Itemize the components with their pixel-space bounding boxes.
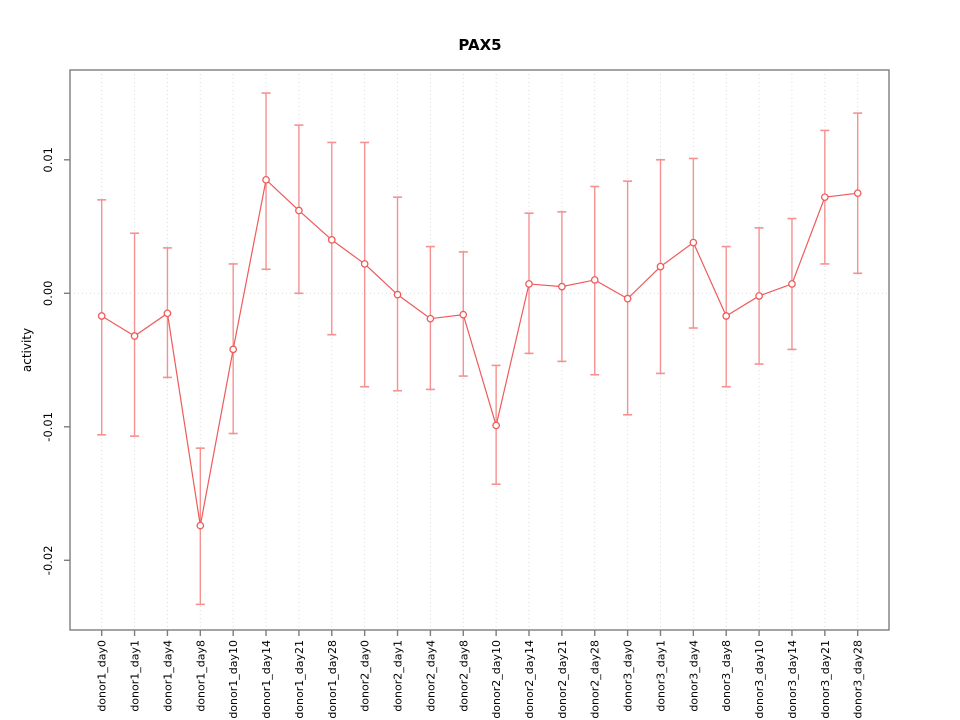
y-tick-label: 0.00 (41, 280, 55, 306)
x-tick-label: donor2_day1 (392, 640, 405, 712)
data-point-marker (788, 280, 796, 288)
data-point-marker (360, 260, 369, 268)
x-tick-label: donor2_day21 (556, 640, 569, 719)
data-point-marker (393, 290, 402, 299)
plot-border (69, 69, 890, 631)
x-tick-label: donor1_day14 (260, 640, 273, 719)
data-point-marker (459, 310, 468, 319)
x-tick-label: donor2_day8 (457, 640, 470, 712)
x-tick-label: donor2_day10 (490, 640, 503, 719)
series-line (101, 178, 858, 526)
data-point-marker (853, 189, 862, 198)
data-point-marker (689, 238, 698, 247)
data-point-marker (820, 193, 829, 202)
data-point-marker (196, 521, 205, 530)
x-tick-label: donor3_day1 (654, 640, 667, 712)
y-axis-title: activity (20, 327, 34, 373)
y-tick-label: -0.01 (41, 412, 55, 442)
x-tick-label: donor1_day8 (194, 640, 207, 712)
data-point-marker (722, 312, 731, 320)
x-tick-label: donor3_day10 (753, 640, 766, 719)
x-tick-label: donor3_day8 (720, 640, 733, 712)
data-point-marker (656, 262, 665, 271)
y-tick-label: -0.02 (41, 545, 55, 575)
data-point-marker (229, 345, 238, 354)
x-tick-label: donor2_day28 (589, 640, 602, 719)
x-tick-label: donor2_day0 (359, 640, 372, 712)
x-tick-label: donor3_day21 (819, 640, 832, 719)
data-point-marker (525, 280, 533, 288)
data-point-marker (295, 206, 303, 215)
data-point-marker (130, 332, 139, 340)
y-tick-label: 0.01 (41, 147, 55, 173)
x-tick-label: donor3_day0 (622, 640, 635, 712)
data-point-marker (492, 421, 500, 430)
x-tick-label: donor3_day14 (786, 640, 799, 719)
data-point-marker (558, 282, 566, 291)
data-point-marker (623, 294, 632, 303)
data-point-marker (97, 312, 106, 320)
data-point-marker (262, 175, 270, 184)
x-tick-label: donor1_day21 (293, 640, 306, 719)
chart-title: PAX5 (458, 36, 502, 54)
x-tick-label: donor3_day4 (687, 640, 700, 712)
x-tick-label: donor1_day10 (227, 640, 240, 719)
x-tick-label: donor1_day4 (161, 640, 174, 712)
x-tick-label: donor1_day0 (96, 640, 109, 712)
x-tick-label: donor1_day1 (129, 640, 142, 712)
data-point-marker (327, 236, 336, 244)
data-point-marker (426, 314, 435, 323)
x-tick-label: donor1_day28 (326, 640, 339, 719)
data-point-marker (590, 276, 599, 284)
data-point-marker (163, 309, 172, 318)
x-tick-label: donor2_day4 (424, 640, 437, 712)
x-tick-label: donor3_day28 (852, 640, 865, 719)
data-point-marker (755, 292, 763, 300)
x-tick-label: donor2_day14 (523, 640, 536, 719)
